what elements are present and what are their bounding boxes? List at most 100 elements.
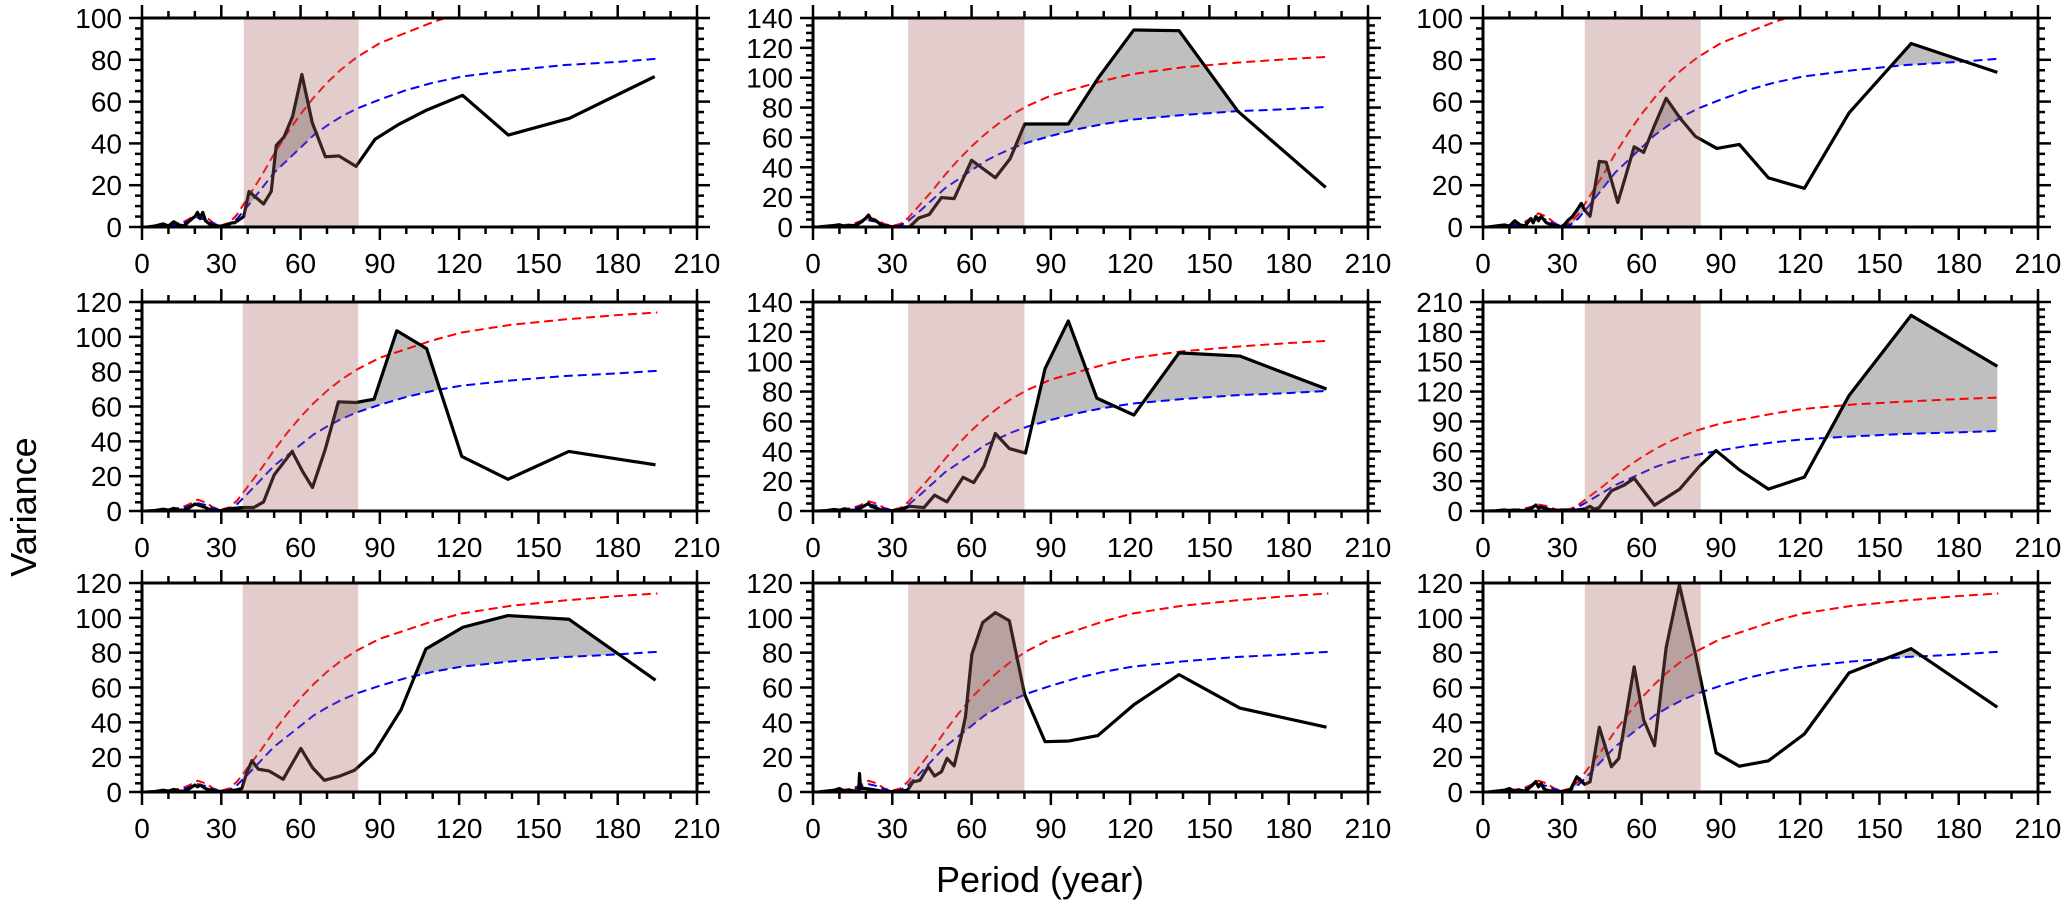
- x-tick-label: 210: [1345, 248, 1392, 279]
- panel-frame: [140, 16, 699, 229]
- y-tick-label: 40: [762, 436, 793, 467]
- y-tick-label: 30: [1432, 466, 1463, 497]
- y-tick-label: 140: [746, 287, 793, 318]
- x-tick-label: 210: [1345, 813, 1392, 844]
- x-tick-label: 180: [594, 532, 641, 563]
- x-tick-label: 0: [805, 248, 821, 279]
- x-tick-label: 120: [1777, 813, 1824, 844]
- x-tick-label: 180: [1935, 248, 1982, 279]
- x-tick-label: 0: [1475, 248, 1491, 279]
- y-tick-label: 80: [762, 638, 793, 669]
- y-tick-label: 60: [762, 673, 793, 704]
- x-tick-label: 30: [206, 248, 237, 279]
- x-tick-label: 120: [1777, 248, 1824, 279]
- x-tick-label: 210: [2015, 248, 2062, 279]
- x-tick-label: 60: [285, 248, 316, 279]
- x-tick-label: 210: [674, 532, 721, 563]
- y-tick-label: 20: [91, 461, 122, 492]
- significant-area: [1826, 315, 1998, 438]
- y-tick-label: 0: [106, 212, 122, 243]
- x-tick-label: 60: [1626, 532, 1657, 563]
- y-tick-label: 150: [1416, 347, 1463, 378]
- x-tick-label: 30: [877, 248, 908, 279]
- x-tick-label: 60: [956, 813, 987, 844]
- x-tick-label: 210: [1345, 532, 1392, 563]
- y-tick-label: 120: [746, 33, 793, 64]
- blue-reference-curve: [813, 650, 1329, 792]
- highlight-band: [243, 18, 359, 227]
- y-tick-label: 20: [1432, 742, 1463, 773]
- variance-line: [1488, 583, 1999, 792]
- x-tick-label: 0: [1475, 532, 1491, 563]
- x-tick-label: 30: [877, 813, 908, 844]
- x-tick-label: 60: [1626, 248, 1657, 279]
- y-tick-label: 40: [762, 707, 793, 738]
- y-tick-label: 0: [106, 496, 122, 527]
- x-tick-label: 90: [364, 813, 395, 844]
- x-tick-label: 120: [436, 532, 483, 563]
- x-tick-label: 150: [1186, 813, 1233, 844]
- x-tick-label: 120: [1107, 813, 1154, 844]
- y-tick-label: 40: [91, 128, 122, 159]
- x-tick-label: 60: [285, 813, 316, 844]
- panel-frame: [140, 300, 699, 513]
- x-tick-label: 0: [1475, 813, 1491, 844]
- x-tick-label: 30: [877, 532, 908, 563]
- plot-area: [1483, 302, 1999, 511]
- blue-reference-curve: [142, 57, 658, 227]
- x-tick-label: 90: [1035, 813, 1066, 844]
- y-tick-label: 60: [91, 392, 122, 423]
- x-axis-title: Period (year): [936, 859, 1144, 900]
- y-tick-label: 0: [1447, 496, 1463, 527]
- x-tick-label: 30: [1547, 813, 1578, 844]
- blue-reference-curve: [142, 369, 658, 511]
- significant-area: [1890, 43, 1965, 67]
- x-tick-label: 180: [1265, 248, 1312, 279]
- red-reference-curve: [813, 55, 1329, 227]
- blue-reference-curve: [1483, 429, 1999, 511]
- y-tick-label: 60: [91, 673, 122, 704]
- y-tick-label: 0: [106, 777, 122, 808]
- y-tick-label: 60: [762, 122, 793, 153]
- x-tick-label: 30: [1547, 248, 1578, 279]
- y-tick-label: 40: [1432, 707, 1463, 738]
- panel-frame: [140, 581, 699, 794]
- y-tick-label: 20: [91, 742, 122, 773]
- x-tick-label: 180: [1265, 532, 1312, 563]
- y-axis-title: Variance: [3, 437, 44, 576]
- x-tick-label: 150: [515, 248, 562, 279]
- x-tick-label: 120: [1777, 532, 1824, 563]
- y-tick-label: 60: [1432, 673, 1463, 704]
- x-tick-label: 90: [364, 248, 395, 279]
- y-tick-label: 80: [762, 377, 793, 408]
- highlight-band: [908, 302, 1025, 511]
- panel-frame: [1481, 16, 2040, 229]
- y-tick-label: 100: [746, 347, 793, 378]
- x-tick-label: 90: [1705, 532, 1736, 563]
- y-tick-label: 120: [1416, 377, 1463, 408]
- significant-area: [332, 330, 440, 424]
- y-tick-label: 60: [91, 87, 122, 118]
- y-tick-label: 80: [1432, 638, 1463, 669]
- y-tick-label: 140: [746, 3, 793, 34]
- variance-line: [1488, 41, 1998, 227]
- significant-area: [1658, 586, 1703, 714]
- x-tick-label: 150: [515, 813, 562, 844]
- x-tick-label: 90: [364, 532, 395, 563]
- x-tick-label: 90: [1705, 248, 1736, 279]
- y-tick-label: 20: [91, 170, 122, 201]
- x-tick-label: 180: [1935, 532, 1982, 563]
- y-tick-label: 60: [1432, 436, 1463, 467]
- significant-area: [1591, 727, 1608, 772]
- x-tick-label: 150: [1186, 248, 1233, 279]
- y-tick-label: 60: [1432, 87, 1463, 118]
- highlight-band: [242, 302, 359, 511]
- x-tick-label: 60: [956, 532, 987, 563]
- blue-reference-curve: [142, 650, 658, 792]
- red-reference-curve: [142, 592, 658, 792]
